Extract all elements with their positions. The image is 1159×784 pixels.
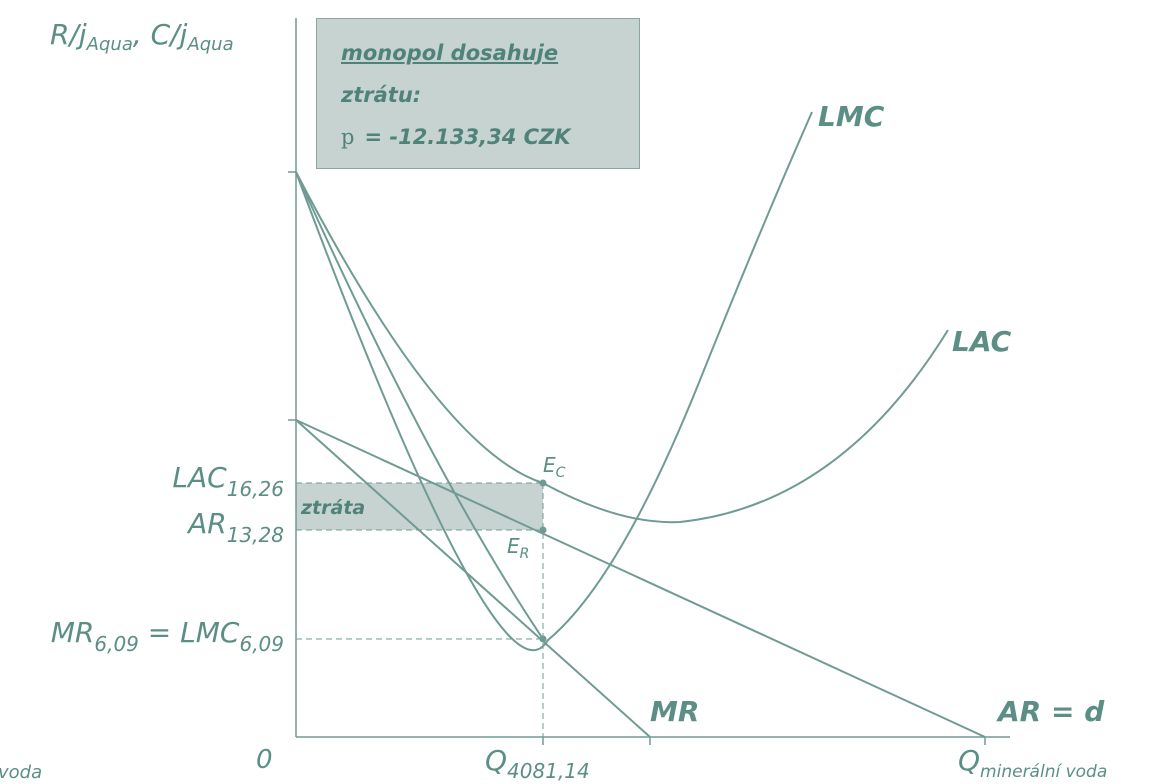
info-line-2: ztrátu: [341,83,422,107]
q-tick-label: Q4081,14 [485,744,590,783]
origin-label: 0 [256,745,273,775]
er-label: ER [507,534,529,562]
ar-label: AR = d [996,695,1105,728]
loss-area [296,483,543,530]
loss-info-box: monopol dosahuje ztrátu: p = -12.133,34 C… [316,18,640,169]
ar-demand-curve [295,419,986,738]
profit-value: = -12.133,34 CZK [364,125,571,149]
equilibrium-point [539,635,547,643]
lmc-label: LMC [818,100,885,133]
er-point [539,526,547,534]
loss-label: ztráta [300,497,365,519]
ar-tick-label: AR13,28 [186,507,284,547]
info-line-3: p = -12.133,34 CZK [341,125,571,149]
ec-label: EC [543,453,566,481]
mr-label: MR [650,695,699,728]
lac-label: LAC [952,325,1012,358]
lac-tick-label: LAC16,26 [172,461,284,501]
mr-curve [295,419,651,738]
ec-point [539,479,547,487]
left-cut-label: voda [0,762,42,783]
steep-curve [295,171,544,640]
info-line-1: monopol dosahuje [341,41,559,65]
lac-curve [295,171,949,524]
profit-symbol: p [341,125,355,149]
x-axis-label: Qminerální voda [958,744,1107,782]
y-axis-label: R/jAqua, C/jAqua [50,18,234,55]
lmc-curve [295,111,813,652]
mr-lmc-tick-label: MR6,09 = LMC6,09 [51,616,284,656]
